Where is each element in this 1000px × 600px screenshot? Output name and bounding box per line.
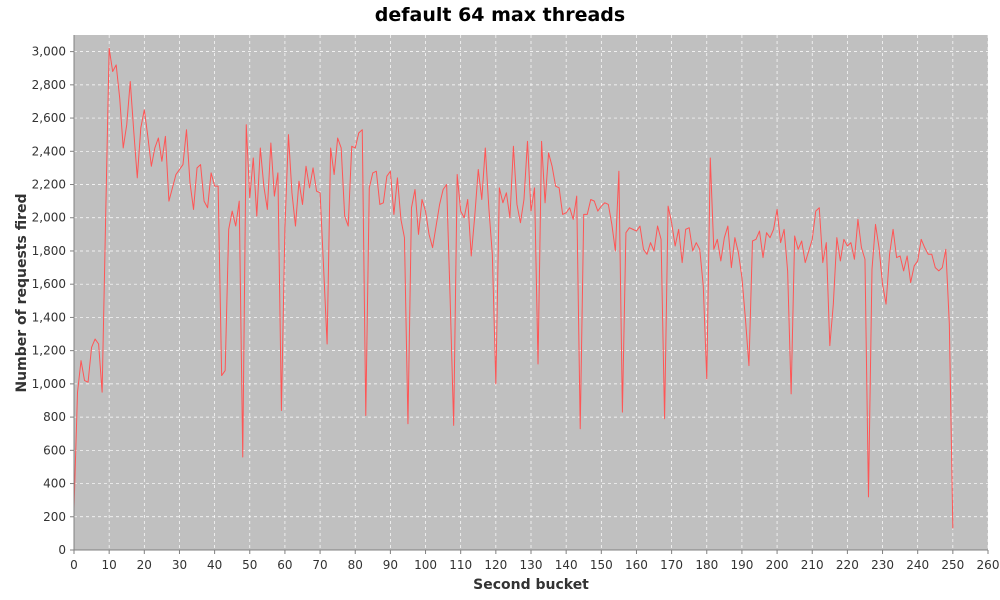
x-tick-label: 50 (242, 558, 257, 572)
x-tick-label: 200 (766, 558, 789, 572)
series-line-0 (73, 47, 954, 529)
x-tick-label: 250 (941, 558, 964, 572)
x-tick-label: 100 (414, 558, 437, 572)
y-axis-label: Number of requests fired (14, 193, 30, 392)
x-tick-label: 0 (70, 558, 78, 572)
tick-labels: 0 10 20 30 40 50 60 70 80 90 100 110 120 130 140 150 160… (32, 45, 1000, 572)
y-tick-label: 800 (43, 410, 66, 424)
x-tick-label: 90 (383, 558, 398, 572)
y-tick-label: 400 (43, 477, 66, 491)
y-tick-label: 2,000 (32, 211, 66, 225)
x-tick-label: 40 (207, 558, 222, 572)
y-tick-label: 2,800 (32, 78, 66, 92)
y-tick-label: 2,600 (32, 111, 66, 125)
y-tick-label: 2,200 (32, 178, 66, 192)
y-tick-label: 1,600 (32, 277, 66, 291)
y-tick-label: 1,800 (32, 244, 66, 258)
y-tick-label: 0 (58, 543, 66, 557)
x-tick-label: 130 (520, 558, 543, 572)
x-tick-label: 30 (172, 558, 187, 572)
x-tick-label: 70 (312, 558, 327, 572)
x-tick-label: 260 (977, 558, 1000, 572)
x-tick-label: 240 (906, 558, 929, 572)
y-tick-label: 1,000 (32, 377, 66, 391)
y-tick-label: 1,200 (32, 344, 66, 358)
x-tick-label: 180 (695, 558, 718, 572)
x-axis-label: Second bucket (473, 577, 589, 593)
x-tick-label: 110 (449, 558, 472, 572)
x-tick-label: 220 (836, 558, 859, 572)
x-tick-label: 170 (660, 558, 683, 572)
axes (70, 35, 989, 554)
y-tick-label: 3,000 (32, 45, 66, 59)
x-tick-label: 190 (730, 558, 753, 572)
x-tick-label: 160 (625, 558, 648, 572)
y-tick-label: 600 (43, 443, 66, 457)
y-tick-label: 2,400 (32, 144, 66, 158)
y-tick-label: 200 (43, 510, 66, 524)
x-tick-label: 80 (348, 558, 363, 572)
x-tick-label: 10 (102, 558, 117, 572)
y-tick-label: 1,400 (32, 310, 66, 324)
x-tick-label: 230 (871, 558, 894, 572)
x-tick-label: 210 (801, 558, 824, 572)
x-tick-label: 150 (590, 558, 613, 572)
plot-area (74, 35, 988, 550)
chart-title: default 64 max threads (375, 4, 625, 26)
x-tick-label: 120 (484, 558, 507, 572)
x-tick-label: 60 (277, 558, 292, 572)
x-tick-label: 140 (555, 558, 578, 572)
x-tick-label: 20 (137, 558, 152, 572)
series-layer (73, 47, 954, 529)
